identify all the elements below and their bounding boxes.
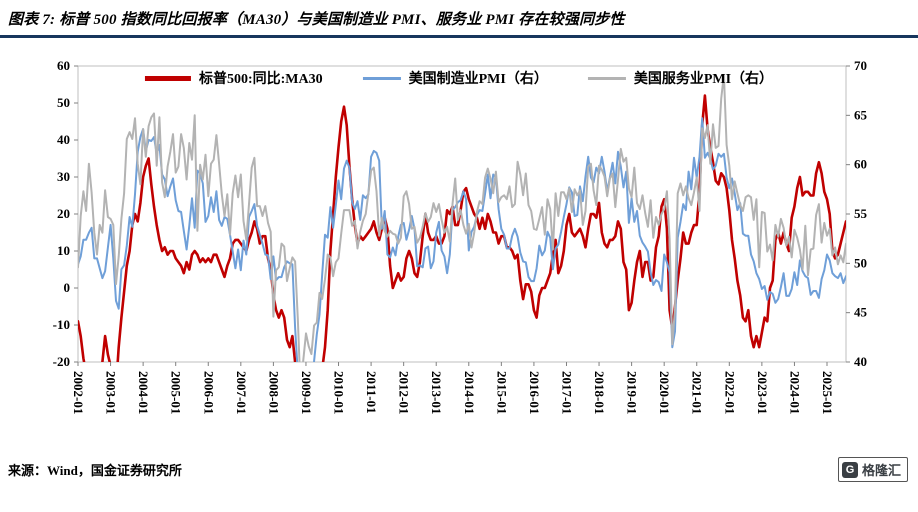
svg-text:10: 10 xyxy=(57,243,70,258)
svg-text:2016-01: 2016-01 xyxy=(527,371,542,414)
svg-text:45: 45 xyxy=(854,305,868,320)
svg-text:2023-01: 2023-01 xyxy=(755,371,770,414)
svg-text:2021-01: 2021-01 xyxy=(690,371,705,414)
svg-text:2010-01: 2010-01 xyxy=(332,371,347,414)
legend-label-services-pmi: 美国服务业PMI（右） xyxy=(633,72,774,87)
svg-text:0: 0 xyxy=(64,280,71,295)
legend-swatch-services-pmi xyxy=(587,76,626,80)
svg-text:30: 30 xyxy=(57,169,70,184)
svg-text:2003-01: 2003-01 xyxy=(104,371,119,414)
svg-text:2025-01: 2025-01 xyxy=(820,371,835,414)
title-bar: 图表 7: 标普 500 指数同比回报率（MA30）与美国制造业 PMI、服务业… xyxy=(0,0,918,38)
gelonghui-logo: G 格隆汇 xyxy=(837,457,908,482)
svg-text:2012-01: 2012-01 xyxy=(397,371,412,414)
svg-text:2008-01: 2008-01 xyxy=(266,371,281,414)
svg-text:2011-01: 2011-01 xyxy=(364,371,379,414)
legend-swatch-sp500 xyxy=(144,75,191,81)
svg-text:50: 50 xyxy=(854,255,867,270)
source-note: 来源：Wind，国金证券研究所 xyxy=(8,463,182,478)
footer: 来源：Wind，国金证券研究所 G 格隆汇 xyxy=(0,449,918,482)
svg-text:2017-01: 2017-01 xyxy=(559,371,574,414)
legend: 标普500:同比:MA30 美国制造业PMI（右） 美国服务业PMI（右） xyxy=(144,68,774,88)
svg-text:2007-01: 2007-01 xyxy=(234,371,249,414)
svg-text:60: 60 xyxy=(854,157,867,172)
svg-text:2015-01: 2015-01 xyxy=(494,371,509,414)
svg-text:2019-01: 2019-01 xyxy=(625,371,640,414)
svg-text:2002-01: 2002-01 xyxy=(71,371,86,414)
svg-text:60: 60 xyxy=(57,58,70,73)
chart-area: 标普500:同比:MA30 美国制造业PMI（右） 美国服务业PMI（右） 60… xyxy=(0,38,918,449)
svg-text:2004-01: 2004-01 xyxy=(136,371,151,414)
svg-text:2014-01: 2014-01 xyxy=(462,371,477,414)
svg-text:70: 70 xyxy=(854,58,867,73)
gelonghui-logo-text: 格隆汇 xyxy=(861,463,901,478)
svg-text:2013-01: 2013-01 xyxy=(429,371,444,414)
legend-item-manufacturing-pmi: 美国制造业PMI（右） xyxy=(362,68,548,88)
svg-text:2024-01: 2024-01 xyxy=(787,371,802,414)
svg-text:-10: -10 xyxy=(53,317,70,332)
svg-text:2005-01: 2005-01 xyxy=(169,371,184,414)
svg-text:2022-01: 2022-01 xyxy=(722,371,737,414)
svg-text:65: 65 xyxy=(854,107,868,122)
svg-text:2009-01: 2009-01 xyxy=(299,371,314,414)
legend-item-sp500: 标普500:同比:MA30 xyxy=(144,68,323,88)
svg-text:20: 20 xyxy=(57,206,70,221)
svg-text:40: 40 xyxy=(57,132,70,147)
legend-label-sp500: 标普500:同比:MA30 xyxy=(198,72,323,87)
svg-text:2018-01: 2018-01 xyxy=(592,371,607,414)
legend-item-services-pmi: 美国服务业PMI（右） xyxy=(587,68,774,88)
svg-text:-20: -20 xyxy=(53,354,70,369)
svg-text:40: 40 xyxy=(854,354,867,369)
svg-text:2006-01: 2006-01 xyxy=(201,371,216,414)
svg-text:2020-01: 2020-01 xyxy=(657,371,672,414)
legend-label-manufacturing-pmi: 美国制造业PMI（右） xyxy=(408,72,548,87)
svg-text:50: 50 xyxy=(57,95,70,110)
legend-swatch-manufacturing-pmi xyxy=(362,76,401,80)
chart-title: 图表 7: 标普 500 指数同比回报率（MA30）与美国制造业 PMI、服务业… xyxy=(8,12,625,28)
line-chart: 60 50 40 30 20 10 0 -10 -20 70 65 60 55 50 45 40 2002-01… xyxy=(53,58,868,414)
svg-text:55: 55 xyxy=(854,206,868,221)
gelonghui-logo-icon: G xyxy=(841,461,858,478)
